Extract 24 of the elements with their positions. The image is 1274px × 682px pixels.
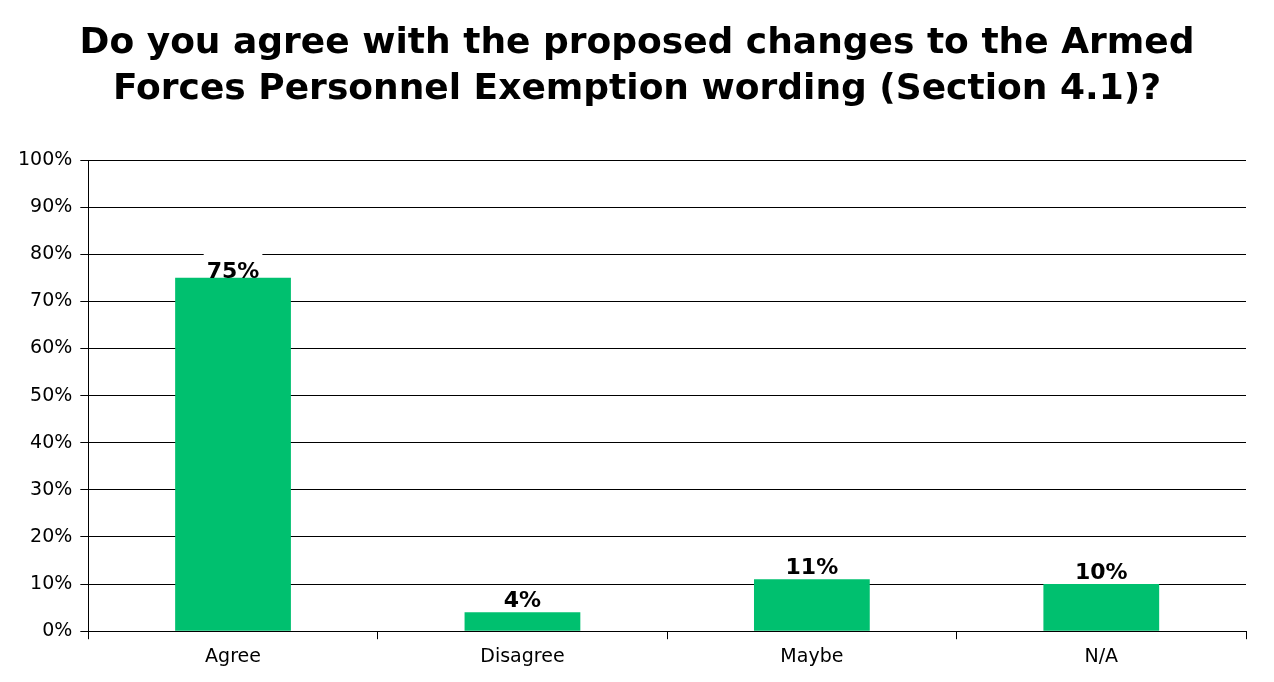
bar	[464, 612, 581, 631]
data-label: 10%	[1074, 559, 1128, 585]
y-tick-label: 0%	[42, 618, 73, 641]
y-tick-label: 30%	[30, 476, 73, 499]
y-tick-label: 60%	[30, 335, 73, 358]
x-tick-label: Maybe	[780, 643, 844, 666]
data-label: 4%	[503, 587, 542, 613]
y-tick-label: 20%	[30, 523, 73, 546]
x-tick-label: Agree	[205, 643, 261, 666]
chart-title: Do you agree with the proposed changes to the Armed Forces Personnel Exemption wording (Section 4.1)?	[78, 19, 1196, 109]
y-tick-label: 50%	[30, 382, 73, 405]
y-tick-label: 40%	[30, 429, 73, 452]
data-label: 11%	[785, 554, 839, 580]
x-tick-label: Disagree	[480, 643, 565, 666]
bar	[175, 277, 291, 631]
y-tick-label: 10%	[30, 571, 73, 594]
y-tick-label: 100%	[17, 146, 73, 169]
data-label: 75%	[206, 258, 260, 284]
bar	[1043, 584, 1160, 631]
y-tick-label: 80%	[30, 241, 73, 264]
bar	[753, 579, 870, 631]
y-tick-label: 70%	[30, 288, 73, 311]
x-tick-label: N/A	[1084, 643, 1119, 666]
y-tick-label: 90%	[30, 194, 73, 217]
